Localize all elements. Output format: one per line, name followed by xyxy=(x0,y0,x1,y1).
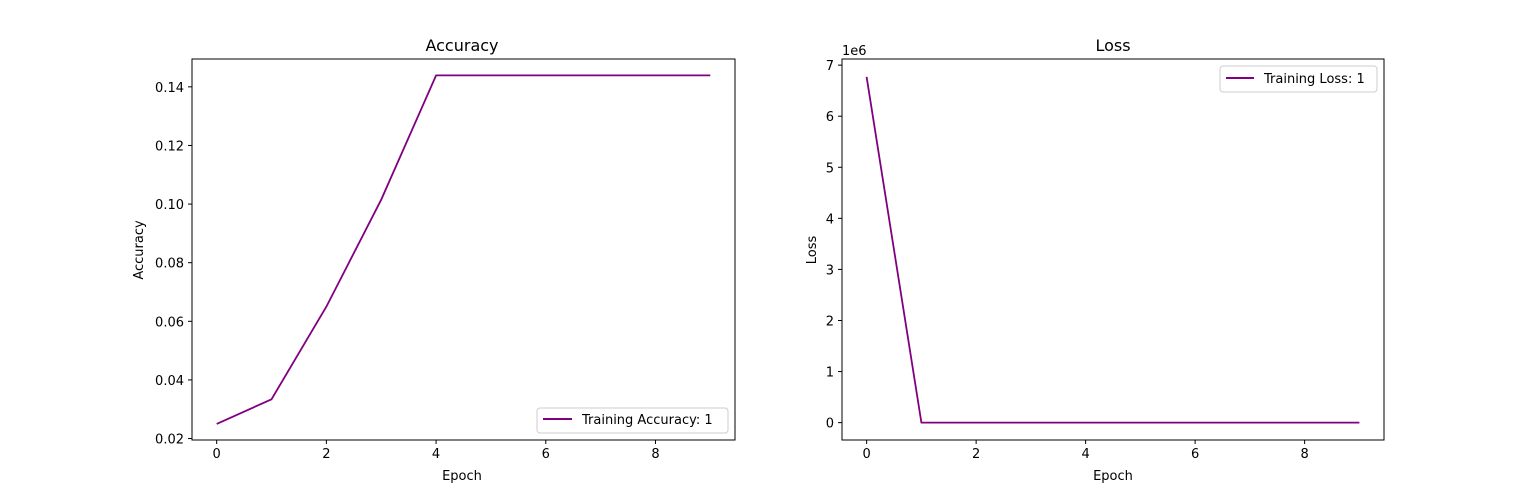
x-tick-label: 6 xyxy=(542,447,550,462)
loss-chart: Loss 1e6 Epoch Loss 0 2 4 6 8 0 1 2 3 4 5 6 7 Traini… xyxy=(805,36,1385,484)
y-tick-label: 0.12 xyxy=(155,139,184,154)
axes-layer: 0 2 4 6 8 0.02 0.04 0.06 0.08 0.10 0.12 0.14 xyxy=(155,58,736,462)
x-tick-label: 2 xyxy=(972,447,980,462)
y-tick-label: 1 xyxy=(826,366,834,381)
y-tick-label: 0.06 xyxy=(155,315,184,330)
x-tick-label: 6 xyxy=(1191,447,1199,462)
plot-frame xyxy=(191,58,736,441)
x-axis-label: Epoch xyxy=(442,469,482,484)
accuracy-chart: Accuracy Epoch Accuracy 0 2 4 6 8 0.02 0.04 0.0… xyxy=(132,36,736,484)
y-tick-label: 0.04 xyxy=(155,374,184,389)
y-tick-label: 0 xyxy=(826,417,834,432)
y-tick-label: 5 xyxy=(826,161,834,176)
y-axis-label: Accuracy xyxy=(132,220,147,280)
legend-label: Training Loss: 1 xyxy=(1263,72,1365,87)
y-axis-offset-label: 1e6 xyxy=(842,44,867,59)
x-tick-label: 4 xyxy=(1081,447,1089,462)
plot-layer xyxy=(216,74,711,425)
x-tick-label: 4 xyxy=(432,447,440,462)
y-tick-label: 2 xyxy=(826,314,834,329)
y-tick-label: 0.10 xyxy=(155,198,184,213)
y-tick-label: 6 xyxy=(826,110,834,125)
y-tick-label: 7 xyxy=(826,59,834,74)
x-axis-label: Epoch xyxy=(1093,469,1133,484)
legend-label: Training Accuracy: 1 xyxy=(581,413,713,428)
y-tick-label: 0.02 xyxy=(155,433,184,448)
y-axis-label: Loss xyxy=(805,236,820,265)
plot-frame xyxy=(841,58,1385,441)
x-tick-label: 0 xyxy=(862,447,870,462)
legend: Training Loss: 1 xyxy=(1219,65,1378,93)
chart-title: Loss xyxy=(1095,36,1130,55)
x-tick-label: 8 xyxy=(651,447,659,462)
x-tick-label: 2 xyxy=(322,447,330,462)
legend: Training Accuracy: 1 xyxy=(536,407,729,434)
y-tick-label: 0.14 xyxy=(155,81,184,96)
y-tick-label: 0.08 xyxy=(155,257,184,272)
y-tick-label: 3 xyxy=(826,263,834,278)
x-tick-label: 0 xyxy=(213,447,221,462)
series-line xyxy=(216,74,711,425)
y-tick-label: 4 xyxy=(826,212,834,227)
plot-layer xyxy=(865,76,1360,424)
legend-box xyxy=(536,407,729,434)
legend-box xyxy=(1219,65,1378,93)
axes-layer: 0 2 4 6 8 0 1 2 3 4 5 6 7 xyxy=(826,58,1385,462)
chart-title: Accuracy xyxy=(425,36,498,55)
series-line xyxy=(865,76,1360,424)
x-tick-label: 8 xyxy=(1300,447,1308,462)
